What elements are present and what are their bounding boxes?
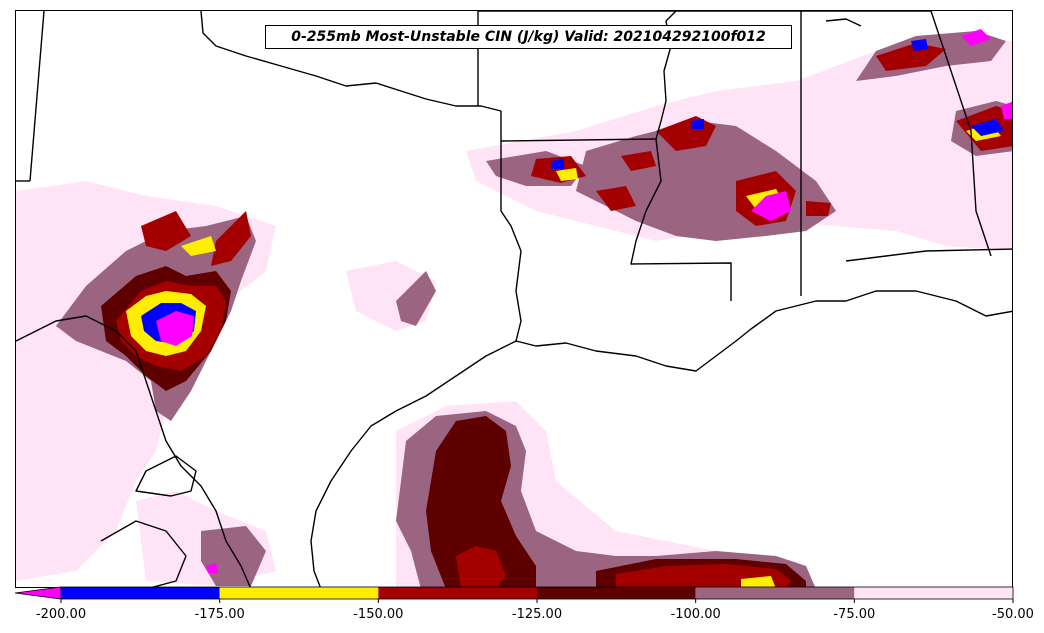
map-panel: 0-255mb Most-Unstable CIN (J/kg) Valid: … [15,10,1013,588]
colorbar-under-extension [14,586,62,600]
rio-grande [16,315,251,587]
colorbar-tick-label: -200.00 [35,607,87,622]
colorbar-segment [695,587,855,599]
mississippi-river [655,11,677,140]
colorbar [14,586,1014,603]
colorbar-tick-label: -100.00 [670,607,721,622]
colorbar-segment [854,587,1013,599]
map-title: 0-255mb Most-Unstable CIN (J/kg) Valid: … [265,25,792,49]
colorbar-segment [378,587,537,599]
gulf-coast [515,290,1012,372]
colorbar-segment [61,587,220,599]
colorbar-tick-label: -175.00 [194,607,245,622]
cin-contour-map [16,11,1012,587]
ar-la-border [500,138,657,142]
mexico-border-1 [135,455,197,497]
map-boundaries [16,11,1012,587]
colorbar-outline [60,586,1014,600]
texas-coast [310,340,517,587]
colorbar-segment [219,587,379,599]
mexico-border-2 [100,520,187,587]
fl-panhandle [845,248,1012,262]
colorbar-tick-label: -50.00 [992,607,1034,622]
tx-la-border [500,111,522,342]
ky-tn-hint [825,18,862,27]
colorbar-tick-label: -75.00 [833,607,876,622]
cin-magenta-regions [156,29,1012,573]
colorbar-tick-label: -125.00 [511,607,563,622]
state-border-nm-ok [29,11,45,182]
colorbar-segment [537,587,696,599]
red-river-border [200,11,502,112]
al-ga-border [930,11,992,257]
colorbar-tick-label: -150.00 [353,607,404,622]
la-ms-border [630,138,732,301]
